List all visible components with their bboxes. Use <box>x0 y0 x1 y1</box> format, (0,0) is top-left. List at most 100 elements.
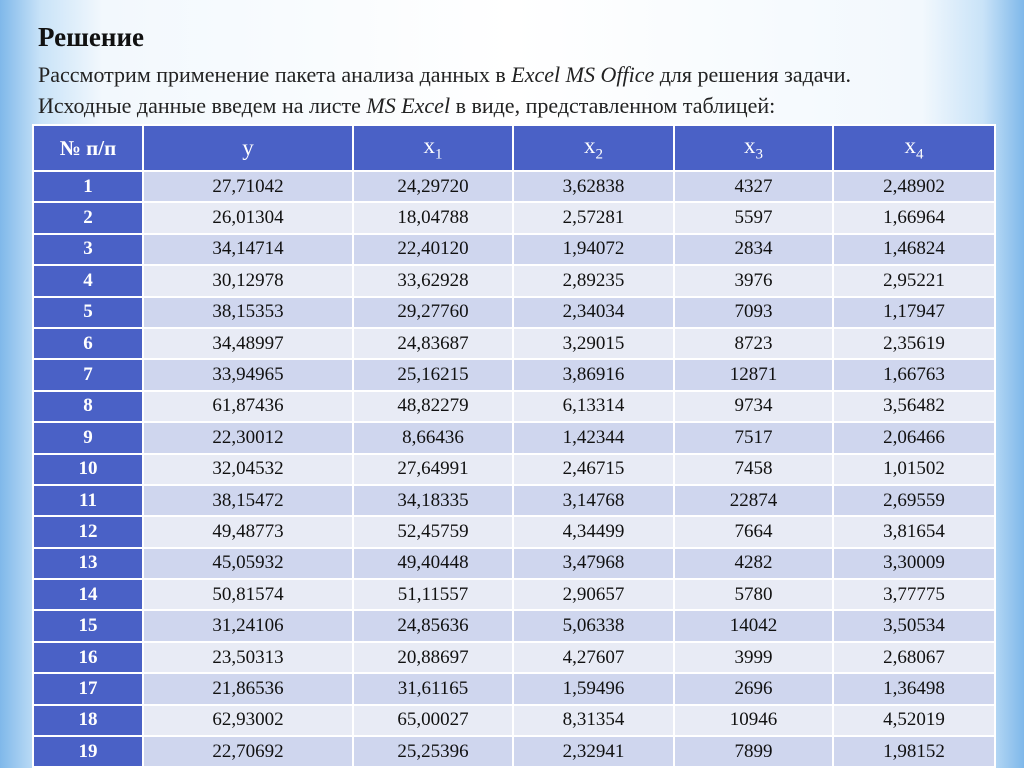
cell: 22,30012 <box>142 421 354 455</box>
cell: 3,62838 <box>512 169 675 204</box>
cell: 51,11557 <box>352 578 514 612</box>
header-text: x <box>904 132 917 158</box>
cell: 9734 <box>673 389 834 424</box>
cell: 7458 <box>673 452 834 486</box>
cell: 22,40120 <box>352 232 514 267</box>
cell: 6,13314 <box>512 389 675 424</box>
row-number: 12 <box>32 515 144 549</box>
table-row: 16 23,50313 20,88697 4,27607 3999 2,68067 <box>32 640 996 675</box>
text: для решения задачи. <box>654 62 852 87</box>
cell: 1,66763 <box>832 358 996 392</box>
table-row: 3 34,14714 22,40120 1,94072 2834 1,46824 <box>32 232 996 267</box>
row-number: 19 <box>32 735 144 768</box>
cell: 26,01304 <box>142 201 354 235</box>
cell: 45,05932 <box>142 546 354 581</box>
cell: 2,95221 <box>832 264 996 298</box>
row-number: 18 <box>32 703 144 738</box>
cell: 7899 <box>673 735 834 768</box>
cell: 1,98152 <box>832 735 996 768</box>
table-row: 2 26,01304 18,04788 2,57281 5597 1,66964 <box>32 201 996 235</box>
cell: 3,77775 <box>832 578 996 612</box>
cell: 21,86536 <box>142 672 354 706</box>
row-number: 9 <box>32 421 144 455</box>
table-row: 7 33,94965 25,16215 3,86916 12871 1,66763 <box>32 358 996 392</box>
cell: 3,50534 <box>832 609 996 643</box>
cell: 3,56482 <box>832 389 996 424</box>
column-header: x4 <box>832 124 996 172</box>
cell: 49,40448 <box>352 546 514 581</box>
cell: 3976 <box>673 264 834 298</box>
row-number: 1 <box>32 169 144 204</box>
row-number: 16 <box>32 640 144 675</box>
row-number: 3 <box>32 232 144 267</box>
cell: 7093 <box>673 295 834 329</box>
cell: 1,46824 <box>832 232 996 267</box>
column-header: x1 <box>352 124 514 172</box>
row-number: 15 <box>32 609 144 643</box>
column-header: № п/п <box>32 124 144 172</box>
cell: 18,04788 <box>352 201 514 235</box>
row-number: 5 <box>32 295 144 329</box>
cell: 3,81654 <box>832 515 996 549</box>
cell: 24,85636 <box>352 609 514 643</box>
cell: 14042 <box>673 609 834 643</box>
text: Рассмотрим применение пакета анализа дан… <box>38 62 512 87</box>
table-row: 8 61,87436 48,82279 6,13314 9734 3,56482 <box>32 389 996 424</box>
row-number: 13 <box>32 546 144 581</box>
cell: 5780 <box>673 578 834 612</box>
cell: 2,35619 <box>832 326 996 361</box>
header-row: № п/п y x1 x2 x3 x4 <box>32 124 996 172</box>
cell: 2,48902 <box>832 169 996 204</box>
text: MS Excel <box>366 93 451 118</box>
row-number: 10 <box>32 452 144 486</box>
cell: 5,06338 <box>512 609 675 643</box>
cell: 10946 <box>673 703 834 738</box>
header-text: x <box>744 132 756 158</box>
cell: 31,24106 <box>142 609 354 643</box>
cell: 2696 <box>673 672 834 706</box>
table-row: 10 32,04532 27,64991 2,46715 7458 1,01502 <box>32 452 996 486</box>
table-row: 19 22,70692 25,25396 2,32941 7899 1,98152 <box>32 735 996 768</box>
cell: 2,32941 <box>512 735 675 768</box>
cell: 2,90657 <box>512 578 675 612</box>
table-row: 9 22,30012 8,66436 1,42344 7517 2,06466 <box>32 421 996 455</box>
row-number: 11 <box>32 483 144 518</box>
cell: 4,34499 <box>512 515 675 549</box>
cell: 38,15472 <box>142 483 354 518</box>
table-row: 18 62,93002 65,00027 8,31354 10946 4,52019 <box>32 703 996 738</box>
cell: 29,27760 <box>352 295 514 329</box>
table-row: 15 31,24106 24,85636 5,06338 14042 3,50534 <box>32 609 996 643</box>
cell: 65,00027 <box>352 703 514 738</box>
table-row: 6 34,48997 24,83687 3,29015 8723 2,35619 <box>32 326 996 361</box>
text-line: Рассмотрим применение пакета анализа дан… <box>38 62 851 88</box>
cell: 4,27607 <box>512 640 675 675</box>
cell: 49,48773 <box>142 515 354 549</box>
table-row: 12 49,48773 52,45759 4,34499 7664 3,81654 <box>32 515 996 549</box>
table-row: 14 50,81574 51,11557 2,90657 5780 3,77775 <box>32 578 996 612</box>
cell: 3,47968 <box>512 546 675 581</box>
cell: 34,14714 <box>142 232 354 267</box>
header-subscript: 3 <box>755 146 764 163</box>
cell: 1,59496 <box>512 672 675 706</box>
cell: 50,81574 <box>142 578 354 612</box>
cell: 61,87436 <box>142 389 354 424</box>
cell: 3999 <box>673 640 834 675</box>
cell: 2,06466 <box>832 421 996 455</box>
text: Excel MS Office <box>511 62 655 87</box>
cell: 34,18335 <box>352 483 514 518</box>
text: Исходные данные введем на листе <box>38 93 367 118</box>
cell: 2,34034 <box>512 295 675 329</box>
row-number: 6 <box>32 326 144 361</box>
table-row: 17 21,86536 31,61165 1,59496 2696 1,36498 <box>32 672 996 706</box>
row-number: 14 <box>32 578 144 612</box>
cell: 2,46715 <box>512 452 675 486</box>
cell: 23,50313 <box>142 640 354 675</box>
cell: 25,16215 <box>352 358 514 392</box>
cell: 22874 <box>673 483 834 518</box>
cell: 24,29720 <box>352 169 514 204</box>
row-number: 8 <box>32 389 144 424</box>
cell: 32,04532 <box>142 452 354 486</box>
title: Решение <box>38 22 144 52</box>
cell: 12871 <box>673 358 834 392</box>
